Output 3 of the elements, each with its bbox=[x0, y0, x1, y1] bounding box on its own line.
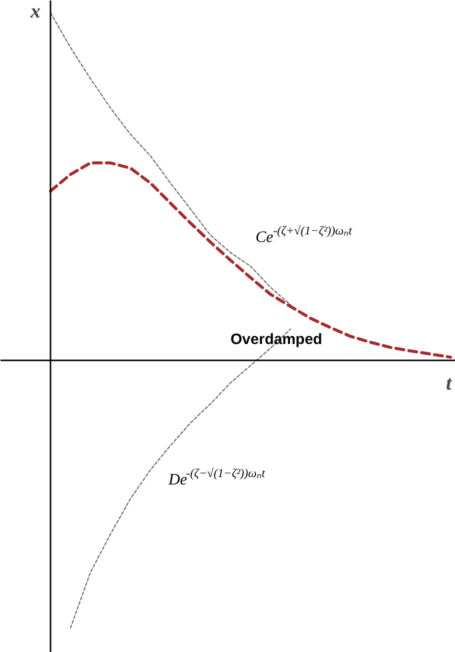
y-axis-title: x bbox=[30, 0, 40, 22]
series-label: Overdamped bbox=[230, 330, 322, 348]
x-axis-title: t bbox=[446, 372, 453, 394]
